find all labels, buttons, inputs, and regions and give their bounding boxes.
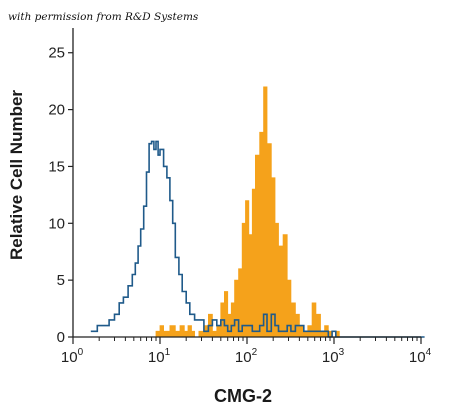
x-tick-label: 102 [235,347,258,366]
axes: 0 5 10 15 20 25 100 101 102 103 104 [48,28,432,366]
x-tick-label: 104 [409,347,432,366]
y-tick-label: 25 [48,45,65,62]
credit-text: with permission from R&D Systems [8,11,199,23]
x-tick-label: 103 [322,347,345,366]
y-tick-label: 20 [48,102,65,119]
control-histogram [90,140,425,338]
x-tick-label: 100 [61,347,84,366]
y-tick-label: 10 [48,215,65,232]
y-axis-title: Relative Cell Number [7,90,26,260]
stained-histogram [151,86,348,338]
plot-area [90,86,425,338]
y-tick-label: 15 [48,158,65,175]
y-tick-label: 0 [57,329,65,346]
x-tick-label: 101 [148,347,171,366]
y-tick-label: 5 [57,272,65,289]
x-axis-title: CMG-2 [214,386,272,406]
